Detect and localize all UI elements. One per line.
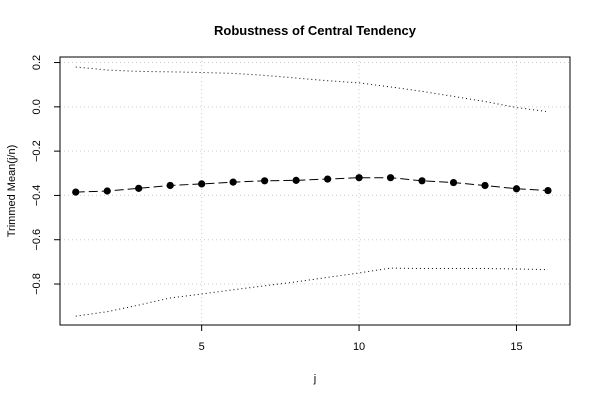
x-tick-label: 10	[353, 341, 365, 353]
y-tick-label: 0.0	[31, 99, 43, 114]
y-tick-label: −0.4	[31, 185, 43, 207]
series-line-lower	[75, 267, 548, 317]
plot-frame	[59, 56, 571, 326]
data-point	[72, 188, 80, 196]
grid	[60, 57, 570, 325]
data-point	[323, 175, 332, 183]
data-point	[198, 180, 206, 188]
y-tick-label: −0.6	[31, 229, 43, 251]
series-layer	[72, 66, 552, 317]
x-tick-label: 5	[199, 341, 205, 353]
series-line-mean	[75, 177, 548, 193]
data-point	[386, 174, 395, 182]
data-point	[292, 176, 300, 184]
data-point	[544, 186, 552, 195]
data-point	[135, 184, 143, 192]
y-axis-label: Trimmed Mean(j/n)	[6, 145, 18, 238]
chart-title: Robustness of Central Tendency	[214, 23, 417, 38]
axes: 5 10 15 −0.8 −0.6 −0.4 −0.2 0.0 0.2	[31, 55, 523, 353]
data-point	[166, 181, 174, 190]
data-point	[512, 185, 521, 193]
data-point	[418, 177, 426, 185]
series-line-upper	[75, 66, 549, 113]
data-point	[103, 187, 111, 195]
y-tick-label: −0.8	[31, 273, 43, 295]
data-point	[449, 178, 458, 187]
y-tick-label: −0.2	[31, 140, 43, 162]
x-tick-label: 15	[510, 341, 522, 353]
y-tick-label: 0.2	[31, 55, 43, 70]
data-point	[355, 174, 363, 182]
data-point	[261, 177, 269, 185]
data-point	[229, 178, 237, 186]
x-axis-label: j	[313, 373, 316, 385]
data-point	[481, 181, 489, 190]
